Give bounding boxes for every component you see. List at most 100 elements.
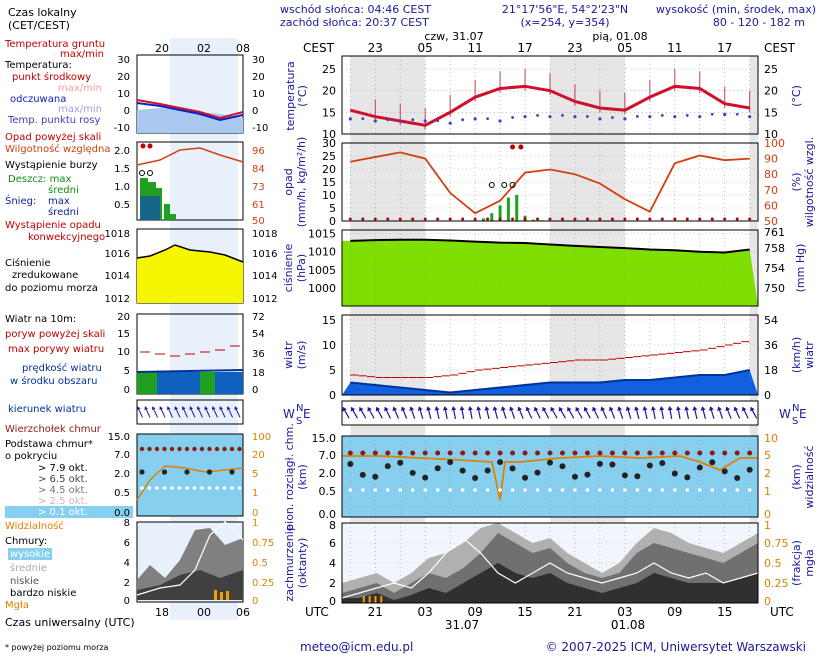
arrow-head: [400, 406, 406, 412]
dew-point-dot: [398, 119, 402, 123]
axis-tick-label: 20: [764, 85, 778, 98]
cest-ticks: 23 05 11 17 23 05 11 17: [368, 41, 733, 55]
legend-bottom-tick: 06: [236, 606, 250, 619]
cloud-base-dot: [598, 488, 602, 492]
cloud-top-dot: [535, 450, 541, 456]
legend-wind-scale-left: 20 15 10 5 0: [117, 312, 130, 396]
legend-tick: 1014: [105, 271, 130, 282]
legend-tick: 36: [252, 349, 265, 360]
fog-axis-unit: (frakcja): [790, 540, 803, 586]
legend-cloud-base-dot: [237, 486, 242, 490]
arrow-head: [342, 406, 347, 412]
wind-frame: [341, 314, 759, 396]
legend-fog-bar: [220, 592, 223, 600]
legend-cloud-top-dot: [177, 446, 182, 452]
cloud-base-dot: [447, 459, 454, 466]
dir-label-s-right: S: [792, 416, 798, 427]
legend-tick: 1.0: [114, 182, 130, 193]
legend-tick: 2.0: [114, 469, 130, 480]
precip-marker: [560, 217, 564, 221]
axis-tick-label: 36: [764, 339, 778, 352]
arrow-head: [234, 406, 239, 411]
legend-wind-dir: kierunek wiatru: [8, 404, 86, 415]
legend-pres-line: [136, 244, 244, 263]
coords-text: 21°17'56"E, 54°2'23"N: [502, 3, 628, 16]
precip-bar: [506, 197, 510, 221]
arrow-head: [211, 406, 216, 411]
precip-marker: [423, 217, 427, 221]
legend-pressure3: do poziomu morza: [5, 283, 98, 294]
temperature-panel: [341, 55, 759, 135]
wind-dir-arrow: [659, 406, 665, 420]
arrow-head: [219, 406, 224, 411]
dir-label-e-left: E: [303, 407, 311, 421]
dew-point-dot: [448, 121, 452, 125]
cloud-top-dot: [347, 450, 353, 456]
utc-tick-label: 15: [517, 605, 532, 619]
axis-tick-label: 0: [329, 595, 336, 608]
footer-email[interactable]: meteo@icm.edu.pl: [300, 640, 413, 654]
legend-okt4: > 2.5 okt.: [38, 496, 88, 507]
legend-rel-humidity: Wilgotność względna: [5, 143, 110, 155]
arrow-head: [144, 406, 149, 411]
precip-marker: [498, 217, 502, 221]
cloud-base-dot: [359, 471, 366, 478]
dir-label-w-left: W: [283, 407, 295, 421]
axis-tick-label: 2: [329, 577, 336, 590]
legend-rain-mid: średni: [48, 184, 79, 196]
legend-okt3: > 4.5 okt.: [38, 485, 88, 496]
fog-bar: [368, 596, 371, 603]
axis-tick-label: 1005: [308, 264, 336, 277]
legend-bottom-tick: 00: [197, 606, 211, 619]
legend-cloud-top-dot: [192, 446, 197, 452]
dir-label-s-left: S: [296, 416, 302, 427]
wind-dir-arrow: [592, 406, 599, 419]
fog-bar: [362, 596, 365, 603]
dew-point-dot: [573, 115, 577, 119]
legend-cloud-base-dot: [184, 469, 190, 475]
cloud-base-dot: [673, 488, 677, 492]
arrow-head: [741, 406, 747, 412]
cloud-base-dot: [422, 474, 429, 481]
legend-cover-scale-left: 8 6 4 2 0: [124, 518, 130, 607]
precip-marker: [536, 217, 540, 221]
legend-tick: 0: [252, 508, 258, 519]
arrow-head: [467, 406, 473, 411]
cloud-base-dot: [384, 463, 391, 470]
legend-cloud-base-dot: [192, 486, 197, 490]
legend-tick: 7.0: [114, 450, 130, 461]
arrow-head: [650, 406, 656, 411]
axis-tick-label: 10: [764, 432, 778, 445]
wind-dir-arrow: [525, 406, 533, 419]
legend-prec-scale-right: 96 84 73 61 50: [252, 146, 265, 227]
cloud-top-dot: [722, 450, 728, 456]
wind-dir-arrow: [700, 406, 707, 419]
cloud-base-dot: [685, 488, 690, 492]
legend-wind-area: [137, 372, 243, 394]
cloud-top-dot: [385, 450, 391, 456]
axis-tick-label: 0: [764, 595, 771, 608]
arrow-head: [675, 406, 681, 411]
legend-conv2: konwekcyjnego: [28, 232, 105, 243]
cover-axis-label: zachmurzenie: [283, 524, 296, 601]
cest-label-right: CEST: [764, 41, 796, 55]
arrow-head: [484, 406, 490, 411]
cloud-base-frame: [341, 435, 759, 518]
wind-dir-arrow: [384, 406, 391, 419]
cloud-top-dot: [697, 450, 703, 456]
temp-axis-label: temperatura: [284, 61, 297, 130]
vis-axis-unit: (km): [790, 464, 803, 490]
legend-tick: 0: [252, 596, 258, 607]
utc-tick-label: 09: [667, 605, 682, 619]
sunset-text: zachód słońca: 20:37 CEST: [280, 16, 429, 29]
legend-tick: 0.75: [252, 538, 274, 549]
legend-clouds: Chmury:: [5, 536, 47, 547]
legend-cloud-top-dot: [207, 446, 212, 452]
wind-dir-arrow: [451, 406, 457, 420]
legend-cloud-base-dot: [215, 486, 219, 490]
sunrise-text: wschód słońca: 04:46 CEST: [280, 3, 431, 16]
cloud-top-dot: [634, 450, 640, 456]
cloud-cover-frame: [341, 522, 759, 604]
cest-tick-label: 05: [617, 41, 632, 55]
legend-fog: Mgła: [5, 600, 29, 611]
